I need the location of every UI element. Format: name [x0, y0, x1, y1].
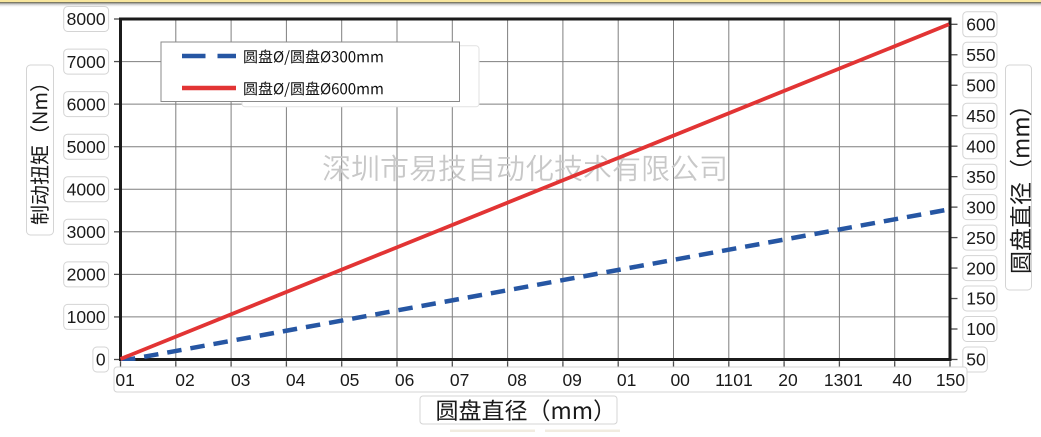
svg-text:08: 08 — [507, 370, 526, 390]
svg-text:150: 150 — [936, 370, 965, 390]
svg-text:600: 600 — [966, 15, 995, 35]
svg-text:07: 07 — [450, 370, 469, 390]
svg-text:0: 0 — [96, 350, 106, 370]
svg-text:250: 250 — [966, 228, 995, 248]
svg-text:7000: 7000 — [67, 52, 106, 72]
svg-text:1000: 1000 — [67, 307, 106, 327]
svg-text:8000: 8000 — [67, 9, 106, 29]
svg-text:09: 09 — [562, 370, 581, 390]
svg-text:02: 02 — [175, 370, 194, 390]
svg-text:200: 200 — [966, 258, 995, 278]
svg-text:1101: 1101 — [715, 370, 753, 390]
svg-text:06: 06 — [395, 370, 414, 390]
svg-text:3000: 3000 — [67, 222, 106, 242]
svg-text:450: 450 — [966, 106, 995, 126]
svg-text:5000: 5000 — [67, 137, 106, 157]
svg-text:50: 50 — [966, 350, 986, 370]
svg-text:400: 400 — [966, 136, 995, 156]
svg-text:350: 350 — [966, 167, 995, 187]
svg-text:1301: 1301 — [824, 370, 863, 390]
svg-text:6000: 6000 — [67, 94, 106, 114]
svg-text:04: 04 — [286, 370, 306, 390]
svg-text:20: 20 — [778, 370, 798, 390]
svg-text:550: 550 — [966, 45, 995, 65]
svg-text:05: 05 — [340, 370, 359, 390]
svg-text:100: 100 — [966, 319, 995, 339]
svg-text:01: 01 — [115, 370, 134, 390]
svg-text:4000: 4000 — [67, 179, 106, 199]
svg-text:2000: 2000 — [67, 265, 106, 285]
svg-text:03: 03 — [231, 370, 250, 390]
svg-text:01: 01 — [617, 370, 636, 390]
svg-text:500: 500 — [966, 75, 995, 95]
svg-text:300: 300 — [966, 197, 995, 217]
svg-text:40: 40 — [892, 370, 912, 390]
svg-text:00: 00 — [670, 370, 690, 390]
svg-text:150: 150 — [966, 289, 995, 309]
